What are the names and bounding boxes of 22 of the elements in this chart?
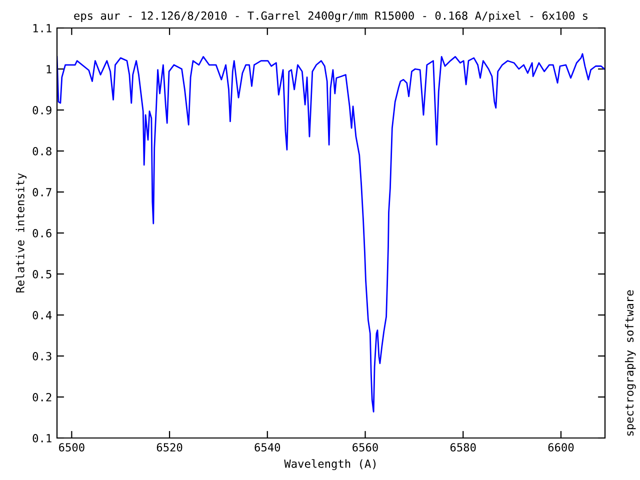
x-tick-label: 6600 xyxy=(548,443,574,452)
chart-title: eps aur - 12.126/8/2010 - T.Garrel 2400gr/mm R15000 - 0.168 A/pixel - 6x100 s xyxy=(74,11,588,22)
y-tick-label: 1 xyxy=(46,65,52,74)
y-tick-label: 1.1 xyxy=(33,24,52,32)
text: spectrography software xyxy=(624,290,636,436)
x-tick-label: 6560 xyxy=(352,443,378,452)
line-series xyxy=(57,53,605,412)
y-tick-label: 0.8 xyxy=(32,147,52,156)
x-tick-label: 6540 xyxy=(254,443,280,452)
y-tick-label: 0.7 xyxy=(32,188,52,196)
x-tick-label: 6520 xyxy=(156,443,182,452)
x-tick-label: 6580 xyxy=(450,443,476,452)
y-tick-label: 0.1 xyxy=(32,434,52,442)
y-tick-label: 0.5 xyxy=(32,270,52,278)
y-tick-label: 0.3 xyxy=(32,352,52,360)
y-tick-label: 0.4 xyxy=(32,311,52,320)
y-tick-label: 0.2 xyxy=(32,393,52,402)
y-tick-label: 0.6 xyxy=(32,229,52,238)
x-axis-title: Wavelength (A) xyxy=(284,459,376,470)
y-tick-label: 0.9 xyxy=(32,106,52,114)
x-tick-label: 6500 xyxy=(59,443,84,452)
y-axis-title: Relative intensity xyxy=(16,173,27,292)
